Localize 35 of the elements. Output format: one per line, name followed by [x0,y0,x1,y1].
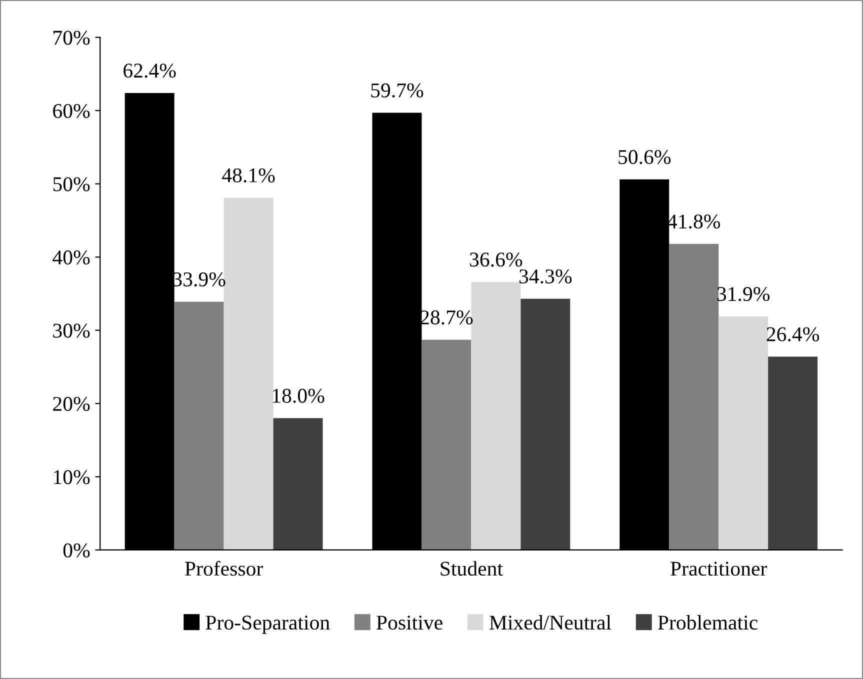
bar [520,298,570,550]
bar [273,418,323,550]
bar [669,244,719,550]
y-tick-label: 10% [54,470,90,484]
y-tick-label: 60% [53,104,90,118]
data-label: 50.6% [618,150,671,164]
y-tick-label: 70% [54,30,90,45]
y-tick-label: 40% [52,250,90,265]
data-label: 41.8% [667,214,720,229]
legend-label: Pro-Separation [206,616,330,634]
y-tick-label: 20% [53,396,90,412]
y-tick-label: 0% [63,543,90,558]
y-tick-label: 50% [53,177,90,192]
data-label: 59.7% [371,83,424,98]
data-label: 18.0% [272,388,324,403]
x-tick-label: Professor [185,560,263,576]
data-label: 62.4% [124,64,176,78]
x-tick-label: Student [440,561,503,576]
bar [224,198,274,550]
y-tick-label: 30% [53,324,90,338]
legend-label: Problematic [658,615,758,630]
bar [718,316,768,550]
data-label: 26.4% [766,327,820,342]
bar [422,340,472,550]
legend-label: Positive [376,616,442,630]
bar [174,302,224,550]
data-label: 34.3% [520,269,572,284]
data-label: 28.7% [420,310,473,325]
x-tick-label: Practitioner [670,562,768,576]
bar [768,356,818,550]
legend-label: Mixed/Neutral [490,615,612,630]
data-label: 36.6% [470,252,522,267]
data-label: 31.9% [717,286,770,302]
data-label: 48.1% [222,168,275,182]
bar [471,282,521,550]
